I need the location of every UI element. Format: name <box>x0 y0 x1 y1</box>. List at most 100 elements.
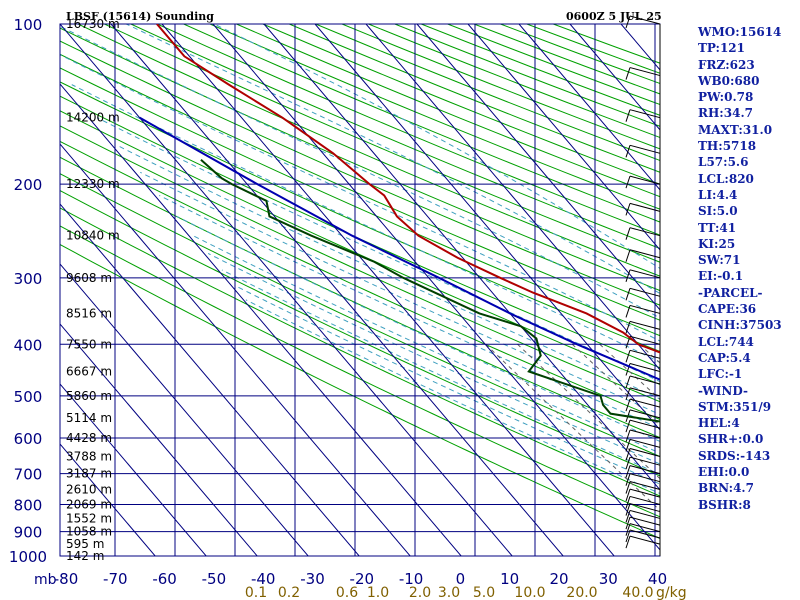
dry-adiabat <box>60 110 660 386</box>
index-item: KI:25 <box>698 236 736 251</box>
index-item: SI:5.0 <box>698 204 738 219</box>
wind-barb <box>625 535 631 549</box>
height-label: 2069 m <box>66 497 112 511</box>
moist-adiabat <box>192 235 660 454</box>
wind-barb <box>629 67 661 77</box>
index-item: TH:5718 <box>698 139 757 154</box>
mixing-ratio-tick: 20.0 <box>566 585 597 600</box>
chart-subtitle: 0600Z 5 JUL 25 <box>566 10 662 23</box>
pressure-tick: 100 <box>14 16 43 34</box>
wind-barb <box>629 363 661 372</box>
wind-barb <box>625 269 631 282</box>
pressure-tick: 1000 <box>9 548 47 566</box>
isotherm <box>467 24 660 251</box>
wind-barb <box>625 109 631 122</box>
wind-barb <box>625 288 631 301</box>
wind-barb <box>629 227 661 237</box>
pressure-tick: 400 <box>14 336 43 354</box>
wind-barb <box>625 375 631 389</box>
isotherm <box>161 24 615 556</box>
isotherm <box>60 443 156 556</box>
wind-barb <box>629 109 661 119</box>
wind-barb <box>629 535 661 545</box>
height-label: 142 m <box>66 549 104 563</box>
wind-barb <box>625 175 631 189</box>
wind-barb <box>625 488 631 502</box>
wind-barb <box>629 503 661 513</box>
index-item: L57:5.6 <box>698 155 749 170</box>
isotherm <box>416 24 660 311</box>
height-label: 1552 m <box>66 511 112 525</box>
temperature-tick: -80 <box>54 570 79 588</box>
mixing-ratio-tick: 0.6 <box>336 585 358 600</box>
temperature-tick: -60 <box>152 570 177 588</box>
height-label: 12330 m <box>66 177 120 191</box>
dry-adiabat <box>60 40 660 306</box>
wind-barb <box>625 516 631 530</box>
wind-barb <box>629 287 661 297</box>
wind-barb <box>625 419 631 433</box>
index-item: BRN:4.7 <box>698 481 754 496</box>
temperature-tick: 10 <box>500 570 519 588</box>
index-item: EI:-0.1 <box>698 269 744 284</box>
moist-adiabat <box>71 84 660 363</box>
mixing-ratio-line <box>485 343 660 512</box>
wind-barb <box>625 321 631 334</box>
wind-barb <box>629 438 661 448</box>
index-item: STM:351/9 <box>698 399 772 414</box>
sounding-profiles <box>139 24 660 423</box>
isotherm <box>365 24 660 371</box>
wind-barb <box>629 419 661 429</box>
dry-adiabat <box>60 156 660 439</box>
dry-adiabat <box>104 24 660 263</box>
wind-barb <box>629 456 661 466</box>
dry-adiabat <box>77 24 660 277</box>
wind-barb <box>629 202 661 212</box>
temperature-tick: -50 <box>202 570 227 588</box>
moist-adiabat <box>119 146 660 400</box>
mixing-ratio-tick: 10.0 <box>514 585 545 600</box>
wind-barb <box>625 15 631 29</box>
height-label: 5860 m <box>66 389 112 403</box>
mixing-ratio-line <box>517 343 660 480</box>
dry-adiabat <box>60 27 660 292</box>
wind-barb <box>629 447 661 457</box>
isotherm <box>263 24 660 491</box>
pressure-tick: 900 <box>14 524 43 542</box>
isotherm <box>60 24 513 556</box>
wind-barb <box>629 509 661 519</box>
wind-barb <box>625 448 631 461</box>
temperature-tick: -10 <box>399 570 424 588</box>
pressure-tick: 800 <box>14 496 43 514</box>
chart-title: LBSF (15614) Sounding <box>66 10 214 23</box>
wind-barb <box>629 516 661 526</box>
wind-barb <box>629 349 661 359</box>
dewpoint-line <box>200 159 660 423</box>
isotherm <box>518 24 660 191</box>
wind-barb <box>629 409 661 419</box>
wind-barb <box>629 495 661 505</box>
moist-adiabat <box>96 117 660 383</box>
wind-barb <box>629 398 661 408</box>
index-item: FRZ:623 <box>698 57 755 72</box>
height-label: 3187 m <box>66 467 112 481</box>
isotherm <box>314 24 660 431</box>
wind-barb <box>625 457 631 470</box>
index-item: LFC:-1 <box>698 367 743 382</box>
wind-barb <box>625 503 631 516</box>
wind-barb <box>629 465 661 475</box>
dry-adiabat <box>60 125 660 403</box>
temperature-tick: 30 <box>599 570 618 588</box>
isotherm <box>60 203 360 556</box>
wind-barb <box>629 387 661 397</box>
mixing-ratio-tick: 2.0 <box>409 585 431 600</box>
wind-barb <box>625 496 631 509</box>
index-item: -PARCEL- <box>698 285 763 300</box>
index-item: EHI:0.0 <box>698 465 750 480</box>
pressure-tick: 700 <box>14 466 43 484</box>
index-item: LI:4.4 <box>698 187 738 202</box>
isotherm <box>60 263 309 556</box>
height-label: 595 m <box>66 537 104 551</box>
index-item: CINH:37503 <box>698 318 782 333</box>
